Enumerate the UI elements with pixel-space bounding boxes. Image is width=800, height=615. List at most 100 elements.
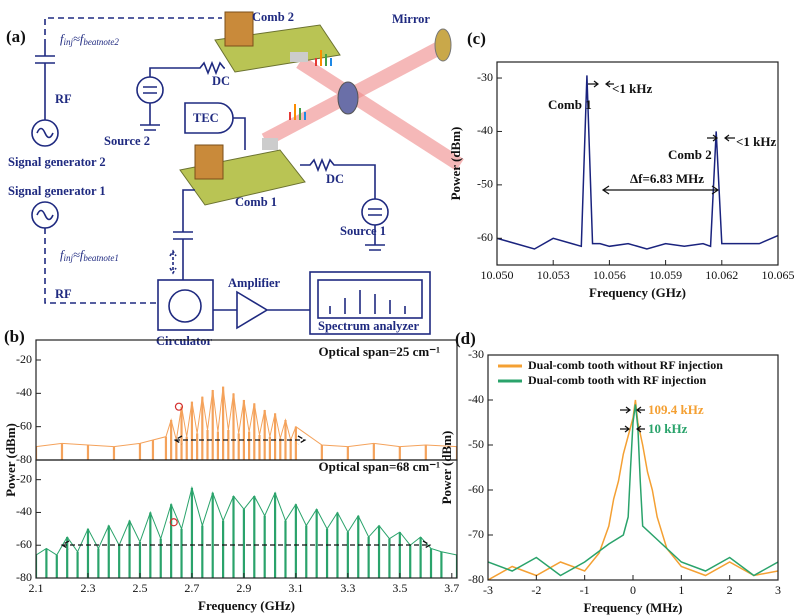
analyzer-bars	[329, 290, 406, 314]
trace	[488, 404, 778, 577]
y-tick-label: -80	[468, 572, 484, 586]
label: Comb 2	[252, 10, 294, 24]
plot	[497, 75, 778, 250]
y-tick-label: -60	[16, 537, 32, 551]
annotation: Optical span=25 cm⁻¹	[319, 344, 441, 359]
arrow	[169, 249, 177, 275]
span-arrow	[60, 540, 432, 550]
y-tick-label: -40	[477, 123, 493, 137]
label: Signal generator 1	[8, 184, 106, 198]
label: RF	[55, 287, 72, 301]
y-tick-label: -20	[16, 471, 32, 485]
label: finj≈fbeatnote1	[60, 248, 119, 263]
x-tick-label: 10.050	[481, 268, 514, 282]
label: TEC	[193, 111, 219, 125]
circulator-box	[157, 279, 214, 331]
x-tick-label: 2	[727, 583, 733, 597]
panel-a: (a) Comb 2 Mirror DC Source 2 TEC RF Sig…	[6, 10, 464, 348]
x-tick-label: 3.3	[340, 581, 355, 595]
frame	[35, 459, 458, 579]
y-tick-label: -70	[468, 527, 484, 541]
x-tick-label: 1	[678, 583, 684, 597]
analyzer-screen	[317, 279, 423, 319]
y-tick-label: -60	[477, 230, 493, 244]
y-tick-label: -60	[16, 418, 32, 432]
frame	[496, 61, 779, 266]
annotation: <1 kHz	[736, 134, 776, 149]
source	[136, 76, 164, 104]
y-tick-label: -60	[468, 482, 484, 496]
wire	[300, 157, 376, 199]
wire	[44, 17, 222, 45]
x-tick-label: 2.5	[132, 581, 147, 595]
y-tick-label: -80	[16, 452, 32, 466]
annotation-arrow	[707, 134, 735, 142]
wire	[233, 117, 246, 150]
mirror	[434, 28, 452, 62]
sine	[36, 209, 54, 221]
label: RF	[55, 92, 72, 106]
sine	[36, 127, 54, 139]
circulator	[168, 289, 202, 323]
tec-box	[184, 102, 234, 134]
annotation-arrow	[620, 406, 645, 414]
y-tick-label: -30	[477, 70, 493, 84]
marker	[169, 518, 178, 527]
x-tick-label: -1	[580, 583, 590, 597]
panel-label: (a)	[6, 27, 26, 46]
label: finj≈fbeatnote2	[60, 32, 119, 47]
x-tick-label: 10.062	[705, 268, 738, 282]
source	[361, 198, 389, 226]
label: Source 1	[340, 224, 386, 238]
x-tick-label: 3.1	[288, 581, 303, 595]
beamsplitter	[337, 81, 359, 115]
comb-mount	[224, 11, 254, 47]
plot	[488, 399, 778, 580]
capacitor	[173, 189, 195, 280]
legend-label: Dual-comb tooth without RF injection	[528, 358, 723, 372]
y-axis-label: Power (dBm)	[448, 127, 463, 201]
plot	[36, 386, 457, 460]
wire	[365, 208, 385, 251]
amplifier	[213, 290, 310, 330]
annotation: Δf=6.83 MHz	[630, 171, 704, 186]
x-axis-label: Frequency (GHz)	[198, 598, 295, 613]
lens	[290, 52, 308, 62]
x-tick-label: 10.059	[649, 268, 682, 282]
label: Comb 1	[235, 195, 277, 209]
annotation-arrow	[620, 425, 645, 433]
label: DC	[326, 172, 344, 186]
marker	[174, 402, 184, 411]
x-tick-label: 3	[775, 583, 781, 597]
x-tick-label: 3.7	[444, 581, 459, 595]
x-tick-label: 10.056	[593, 268, 626, 282]
y-tick-label: -50	[477, 177, 493, 191]
x-tick-label: 2.7	[184, 581, 199, 595]
annotation: Comb 2	[668, 147, 712, 162]
y-axis-label: Power (dBm)	[3, 423, 18, 497]
frame	[487, 354, 779, 581]
annotation: Comb 1	[548, 97, 592, 112]
beam	[296, 56, 464, 171]
plot	[36, 485, 457, 578]
y-tick-label: -30	[468, 347, 484, 361]
label: Signal generator 2	[8, 155, 106, 169]
x-tick-label: 2.1	[29, 581, 44, 595]
y-tick-label: -40	[468, 392, 484, 406]
span-arrow	[173, 435, 307, 445]
capacitor	[35, 45, 55, 120]
annotation-arrow	[588, 80, 614, 88]
label: Mirror	[392, 12, 430, 26]
label: Source 2	[104, 134, 150, 148]
wire	[44, 228, 158, 304]
comb-mount	[194, 144, 224, 180]
legend-label: Dual-comb tooth with RF injection	[528, 373, 707, 387]
panel-label: (b)	[4, 327, 25, 346]
y-axis-label: Power (dBm)	[439, 431, 454, 505]
annotation-arrow	[601, 185, 720, 195]
label: Spectrum analyzer	[318, 319, 419, 333]
annotation: Optical span=68 cm⁻¹	[319, 459, 441, 474]
annotation: 10 kHz	[648, 421, 688, 436]
x-tick-label: 3.5	[392, 581, 407, 595]
x-axis-label: Frequency (GHz)	[589, 285, 686, 300]
